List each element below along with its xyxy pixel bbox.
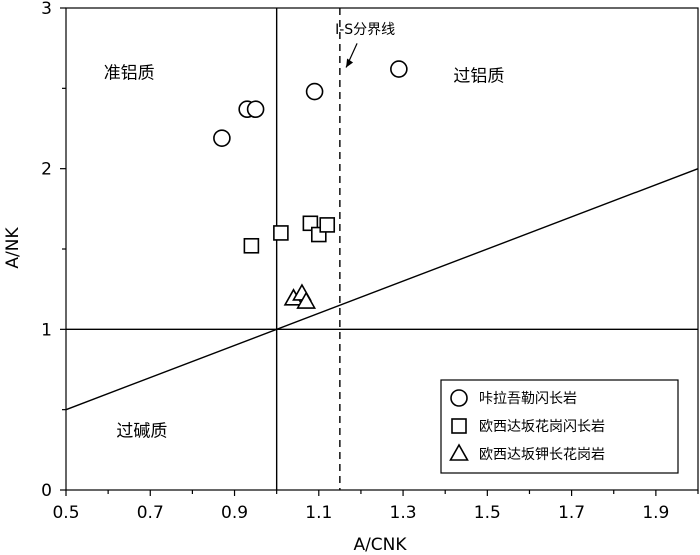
data-point-circle [390, 60, 408, 78]
x-tick-label: 1.3 [390, 503, 417, 523]
y-tick-label: 1 [41, 320, 52, 340]
x-tick-label: 1.5 [474, 503, 501, 523]
x-axis-ticks: 0.5 0.7 0.9 1.1 1.3 1.5 1.7 1.9 [52, 490, 699, 523]
y-tick-label: 0 [41, 481, 52, 501]
x-tick-label: 1.9 [642, 503, 669, 523]
x-tick-label: 1.1 [305, 503, 332, 523]
region-label: 过铝质 [453, 66, 504, 86]
data-point-square [273, 225, 289, 241]
legend-label: 欧西达坂花岗闪长岩 [479, 419, 605, 435]
legend-marker-circle [450, 389, 468, 407]
data-point-circle [305, 82, 324, 101]
x-tick-label: 1.7 [558, 503, 585, 523]
annotation-arrowhead [346, 58, 354, 68]
y-axis-label: A/NK [3, 227, 23, 269]
legend-label: 欧西达坂钾长花岗岩 [479, 447, 605, 463]
legend-marker-square [451, 418, 467, 434]
data-point-square [243, 237, 260, 254]
y-tick-label: 3 [41, 0, 52, 19]
legend-box [440, 379, 679, 474]
data-point-triangle [296, 291, 317, 309]
data-markers [213, 60, 408, 309]
x-tick-label: 0.5 [52, 503, 79, 523]
region-label: 准铝质 [104, 63, 155, 83]
legend-marker-triangle [449, 443, 469, 461]
x-axis-label: A/CNK [353, 535, 407, 555]
annotations: I-S分界线 [335, 22, 395, 68]
legend-label: 咔拉吾勒闪长岩 [479, 391, 577, 407]
region-label: 过碱质 [116, 422, 167, 442]
reference-lines [65, 8, 699, 490]
reference-line-diagonal [65, 168, 699, 411]
data-point-square [319, 217, 336, 233]
y-axis-ticks: 0 1 2 3 [41, 0, 66, 501]
data-point-circle [213, 129, 231, 147]
x-tick-label: 0.7 [137, 503, 164, 523]
i-s-boundary-annotation: I-S分界线 [335, 22, 395, 38]
y-tick-label: 2 [41, 160, 52, 180]
data-point-circle [246, 100, 265, 119]
x-tick-label: 0.9 [221, 503, 248, 523]
